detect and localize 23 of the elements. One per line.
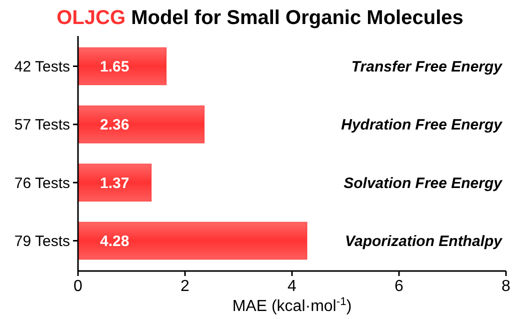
annotation: Transfer Free Energy (351, 58, 503, 76)
x-tick-label: 6 (394, 278, 404, 295)
data-label: 4.28 (100, 233, 130, 250)
x-tick-label: 2 (180, 278, 190, 295)
data-label: 2.36 (100, 116, 130, 134)
x-tick-label: 4 (288, 278, 297, 295)
bar (78, 222, 308, 260)
data-label: 1.65 (100, 58, 130, 76)
x-tick-label: 8 (502, 278, 511, 295)
x-tick-label: 0 (74, 278, 83, 295)
data-label: 1.37 (100, 174, 130, 192)
y-tick-label: 79 Tests (14, 233, 70, 250)
bar (78, 106, 205, 144)
x-axis-title: MAE (kcal·mol$^{-1}$) (232, 296, 352, 315)
y-tick-label: 76 Tests (14, 174, 70, 192)
chart-title: OLJCG Model for Small Organic Molecules (56, 7, 464, 29)
annotation: Hydration Free Energy (341, 116, 503, 134)
y-tick-label: 57 Tests (14, 116, 70, 134)
bar (78, 164, 152, 202)
annotation: Vaporization Enthalpy (345, 233, 503, 250)
annotation: Solvation Free Energy (344, 174, 503, 192)
y-tick-label: 42 Tests (14, 58, 70, 76)
bar (78, 47, 167, 86)
